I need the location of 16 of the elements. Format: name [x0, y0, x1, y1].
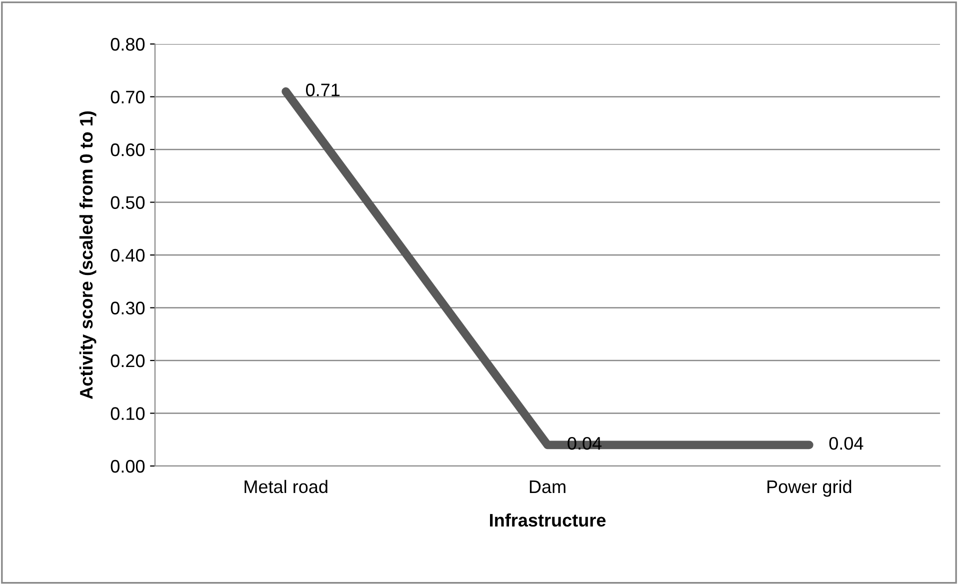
x-tick-label: Metal road	[244, 480, 328, 494]
y-tick-label: 0.50	[110, 196, 145, 209]
y-tick-label: 0.30	[110, 302, 145, 314]
x-tick-label: Dam	[530, 480, 566, 494]
y-tick-label: 0.10	[110, 407, 145, 420]
x-axis-title: Infrastructure	[490, 513, 606, 527]
y-tick-label: 0.70	[110, 90, 145, 104]
y-tick-label: 0.60	[110, 143, 145, 156]
x-tick-label: Power grid	[768, 480, 852, 497]
y-axis-title: Activity score (scaled from 0 to 1)	[79, 111, 96, 400]
y-tick-label: 0.40	[110, 248, 145, 262]
data-label: 0.04	[829, 436, 864, 450]
y-tick-label: 0.00	[110, 460, 145, 473]
y-tick-label: 0.80	[110, 38, 145, 51]
y-tick-label: 0.20	[110, 354, 145, 368]
data-label: 0.71	[306, 84, 340, 96]
